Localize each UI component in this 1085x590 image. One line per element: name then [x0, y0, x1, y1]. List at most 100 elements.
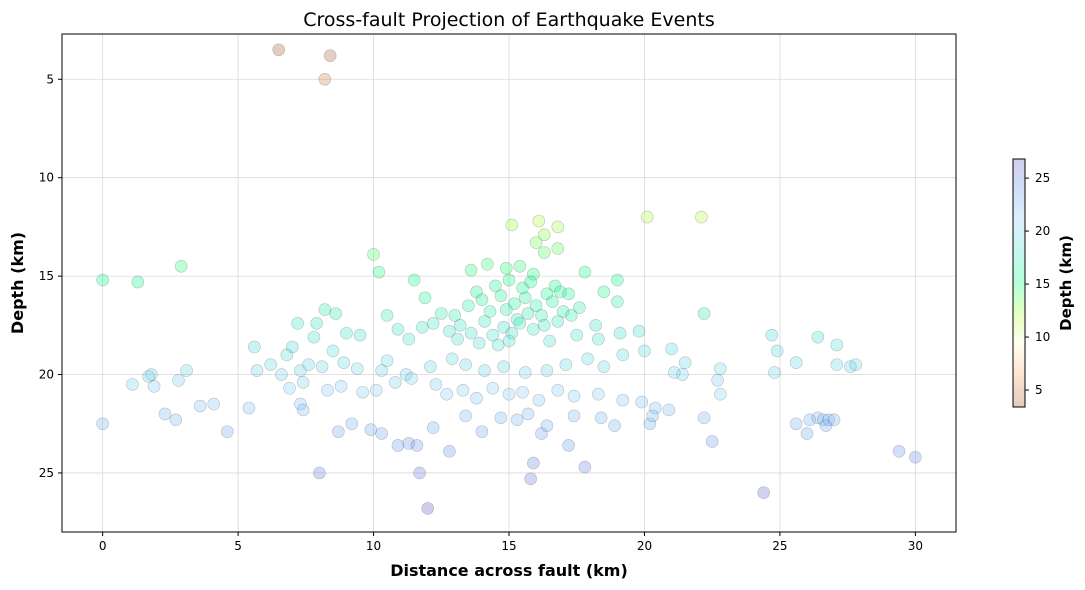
data-point: [367, 248, 380, 261]
x-axis-label: Distance across fault (km): [390, 561, 628, 580]
data-point: [510, 413, 524, 427]
data-point: [318, 72, 332, 86]
data-points: [96, 43, 922, 515]
data-point: [830, 358, 844, 371]
data-point: [811, 330, 825, 344]
data-point: [402, 332, 416, 346]
data-point: [340, 326, 353, 340]
data-point: [483, 305, 497, 318]
x-tick-label: 0: [99, 539, 107, 553]
data-point: [822, 413, 835, 427]
y-tick-label: 20: [39, 368, 54, 382]
data-point: [158, 407, 172, 421]
data-point: [418, 291, 432, 305]
data-point: [499, 261, 513, 275]
data-point: [426, 317, 440, 330]
data-point: [350, 362, 364, 375]
data-point: [459, 358, 472, 371]
data-point: [616, 348, 630, 362]
data-point: [800, 427, 814, 440]
data-point: [562, 439, 575, 452]
data-point: [613, 326, 627, 340]
data-point: [470, 391, 483, 405]
data-point: [475, 293, 489, 307]
data-point: [562, 287, 575, 301]
data-point: [294, 364, 307, 377]
data-point: [789, 417, 803, 431]
data-point: [434, 307, 448, 320]
data-point: [337, 356, 351, 370]
colorbar: [1013, 159, 1025, 407]
data-point: [193, 399, 207, 413]
data-point: [695, 210, 708, 224]
data-point: [537, 228, 551, 242]
data-point: [518, 291, 532, 305]
data-point: [453, 319, 467, 332]
data-point: [665, 342, 678, 356]
data-point: [275, 368, 288, 381]
data-point: [578, 460, 592, 474]
data-point: [697, 411, 711, 425]
data-point: [364, 423, 378, 436]
colorbar-tick-label: 10: [1035, 330, 1050, 344]
data-point: [372, 265, 386, 279]
data-point: [816, 413, 830, 427]
data-point: [402, 437, 416, 450]
x-tick-label: 15: [501, 539, 516, 553]
data-point: [529, 299, 543, 312]
data-point: [291, 317, 304, 330]
data-point: [578, 265, 592, 279]
data-point: [323, 49, 337, 62]
data-point: [551, 315, 565, 328]
y-axis-ticks: 5 10 15 20 25: [39, 72, 62, 480]
data-point: [611, 295, 624, 308]
data-point: [250, 364, 264, 377]
data-point: [497, 320, 510, 334]
data-point: [537, 246, 551, 259]
data-point: [296, 403, 310, 417]
data-point: [527, 267, 540, 281]
data-point: [494, 411, 508, 425]
data-point: [581, 352, 594, 366]
data-point: [556, 305, 570, 318]
data-point: [830, 338, 844, 352]
data-point: [711, 374, 724, 387]
data-point: [451, 332, 464, 346]
data-point: [518, 366, 532, 379]
colorbar-tick-label: 5: [1035, 383, 1043, 397]
data-point: [811, 411, 825, 425]
data-point: [714, 387, 727, 401]
data-point: [597, 360, 611, 373]
data-point: [272, 43, 286, 57]
data-point: [307, 330, 321, 344]
data-point: [529, 236, 543, 249]
data-point: [535, 309, 548, 322]
data-point: [248, 340, 261, 354]
data-point: [662, 403, 676, 417]
data-point: [391, 439, 405, 452]
data-point: [405, 372, 418, 385]
data-point: [551, 220, 565, 234]
data-point: [608, 419, 621, 433]
data-point: [892, 444, 906, 458]
data-point: [532, 393, 546, 407]
data-point: [481, 258, 494, 271]
data-point: [527, 322, 540, 336]
data-point: [380, 354, 394, 368]
data-point: [643, 417, 657, 431]
data-point: [676, 368, 689, 381]
data-point: [532, 214, 546, 228]
data-point: [410, 439, 424, 452]
data-point: [497, 360, 510, 373]
x-tick-label: 25: [772, 539, 787, 553]
colorbar-ticks: 5 10 15 20 25: [1025, 171, 1050, 397]
data-point: [172, 374, 185, 387]
data-point: [310, 317, 323, 330]
data-point: [264, 358, 277, 371]
data-point: [499, 303, 513, 316]
colorbar-label: Depth (km): [1057, 235, 1075, 331]
data-point: [638, 344, 651, 358]
y-tick-label: 10: [39, 171, 54, 185]
data-point: [478, 364, 491, 377]
